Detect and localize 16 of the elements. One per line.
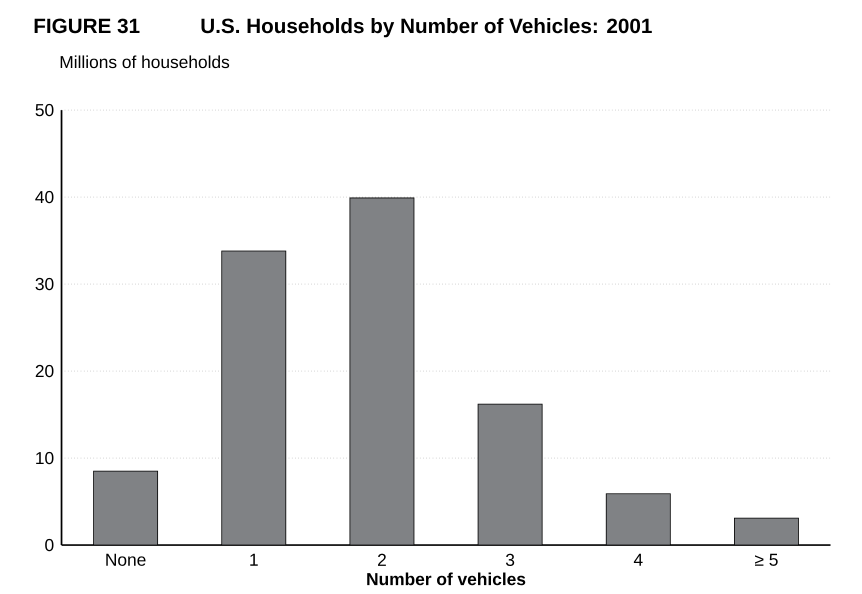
- x-tick-label: 3: [506, 554, 514, 566]
- x-tick-label: 2: [378, 554, 386, 566]
- x-tick-label: 4: [634, 554, 643, 566]
- y-tick-label: 0: [45, 538, 54, 552]
- y-tick-label: 50: [36, 104, 54, 116]
- x-tick-label: ≥ 5: [755, 554, 778, 566]
- caption: FIGURE 31: [34, 18, 140, 34]
- x-tick-label: None: [106, 554, 146, 566]
- x-axis-title: Number of vehicles: [367, 572, 526, 586]
- y-tick-label: 20: [36, 364, 54, 378]
- y-tick-label: 30: [36, 278, 54, 290]
- y-tick-label: 10: [36, 452, 54, 464]
- chart-title: U.S. Households by Number of Vehicles: 2001: [202, 18, 652, 38]
- y-tick-label: 40: [35, 190, 54, 204]
- y-axis-title: Millions of households: [60, 55, 230, 68]
- x-tick-label: 1: [250, 554, 258, 566]
